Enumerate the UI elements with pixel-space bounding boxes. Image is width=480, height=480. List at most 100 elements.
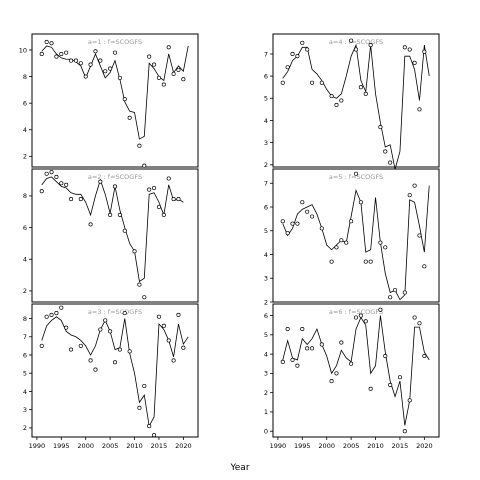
y-tick-label: 3	[264, 275, 268, 283]
y-tick-label: 3	[264, 139, 268, 147]
x-tick-label: 1995	[53, 442, 70, 450]
observed-point	[117, 347, 122, 352]
observed-point	[176, 67, 181, 72]
observed-point	[122, 228, 127, 233]
observed-point	[176, 197, 181, 202]
observed-point	[353, 47, 359, 52]
y-tick-label: 4	[264, 251, 268, 259]
observed-point	[295, 221, 300, 226]
observed-point	[339, 340, 344, 345]
observed-point	[310, 346, 315, 351]
observed-point	[49, 170, 54, 175]
observed-point	[39, 343, 44, 348]
observed-point	[39, 51, 44, 57]
panel-frame	[31, 168, 199, 303]
observed-point	[103, 69, 108, 74]
observed-point	[181, 345, 186, 350]
observed-point	[329, 94, 334, 99]
observed-point	[412, 60, 417, 65]
observed-point	[368, 43, 373, 48]
observed-point	[142, 163, 147, 168]
observed-point	[44, 39, 49, 45]
panel-title: a=2 : f=SCOGFS	[88, 173, 142, 181]
x-axis-label: Year	[229, 463, 249, 473]
observed-point	[402, 45, 407, 50]
observed-point	[49, 41, 54, 46]
observed-point	[310, 80, 315, 85]
observed-point	[39, 189, 44, 194]
observed-point	[349, 38, 354, 43]
y-tick-label: 4	[23, 388, 27, 396]
observed-point	[112, 50, 118, 55]
observed-point	[112, 360, 118, 365]
observed-point	[305, 47, 310, 52]
observed-point	[166, 176, 171, 181]
observed-point	[383, 245, 388, 250]
observed-point	[44, 314, 49, 319]
observed-point	[54, 54, 59, 59]
observed-point	[334, 102, 339, 107]
observed-point	[397, 375, 402, 380]
y-tick-label: 8	[23, 192, 27, 200]
panel-4: a=4 : f=SCOGFS 2 3 4 5 6 7	[264, 33, 440, 170]
observed-point	[388, 295, 393, 300]
y-tick-label: 7	[264, 50, 268, 58]
observed-point	[108, 329, 113, 334]
observed-point	[319, 80, 324, 85]
y-tick-label: 1	[264, 408, 268, 416]
panel-5: a=5 : f=SCOGFS 2 3 4 5 6 7	[264, 168, 440, 306]
observed-point	[305, 346, 310, 351]
fitted-line	[282, 43, 430, 170]
y-tick-label: 10	[19, 46, 27, 54]
y-tick-label: 0	[264, 428, 268, 436]
y-tick-label: 5	[264, 227, 268, 235]
observed-point	[407, 47, 412, 52]
observed-point	[161, 82, 166, 87]
observed-point	[117, 75, 122, 80]
observed-point	[142, 383, 147, 389]
observed-point	[358, 200, 363, 205]
observed-point	[285, 65, 290, 70]
observed-point	[49, 312, 54, 317]
x-tick-label: 2020	[175, 442, 192, 450]
y-tick-label: 5	[23, 370, 27, 378]
y-tick-label: 2	[23, 424, 27, 432]
observed-point	[171, 197, 176, 202]
observed-point	[334, 371, 339, 376]
observed-point	[378, 240, 383, 245]
panel-2: a=2 : f=SCOGFS 2 4 6 8	[23, 168, 199, 303]
observed-point	[152, 185, 157, 191]
observed-point	[132, 249, 137, 254]
observed-point	[83, 74, 88, 79]
observed-point	[290, 221, 295, 226]
observed-point	[353, 171, 359, 176]
observed-point	[93, 49, 98, 54]
observed-point	[305, 209, 310, 214]
y-tick-label: 5	[264, 95, 268, 103]
observed-point	[142, 295, 147, 300]
observed-point	[363, 91, 368, 96]
observed-point	[285, 231, 290, 236]
observed-point	[290, 51, 295, 57]
observed-point	[368, 259, 373, 264]
observed-point	[108, 66, 113, 71]
observed-point	[98, 327, 103, 332]
observed-point	[407, 193, 412, 198]
y-tick-label: 2	[264, 161, 268, 169]
observed-point	[88, 62, 93, 67]
observed-point	[147, 54, 152, 59]
observed-point	[122, 97, 127, 102]
observed-point	[181, 77, 186, 82]
x-tick-label: 2000	[318, 442, 335, 450]
observed-point	[393, 288, 398, 293]
observed-point	[368, 386, 373, 391]
observed-point	[137, 405, 142, 410]
observed-point	[280, 80, 285, 85]
panel-1: a=1 : f=SCOGFS 2 4 6 8 10	[19, 33, 199, 168]
observed-point	[176, 312, 181, 317]
observed-point	[69, 58, 74, 63]
observed-point	[59, 51, 64, 57]
observed-point	[422, 49, 427, 54]
observed-point	[407, 398, 412, 403]
